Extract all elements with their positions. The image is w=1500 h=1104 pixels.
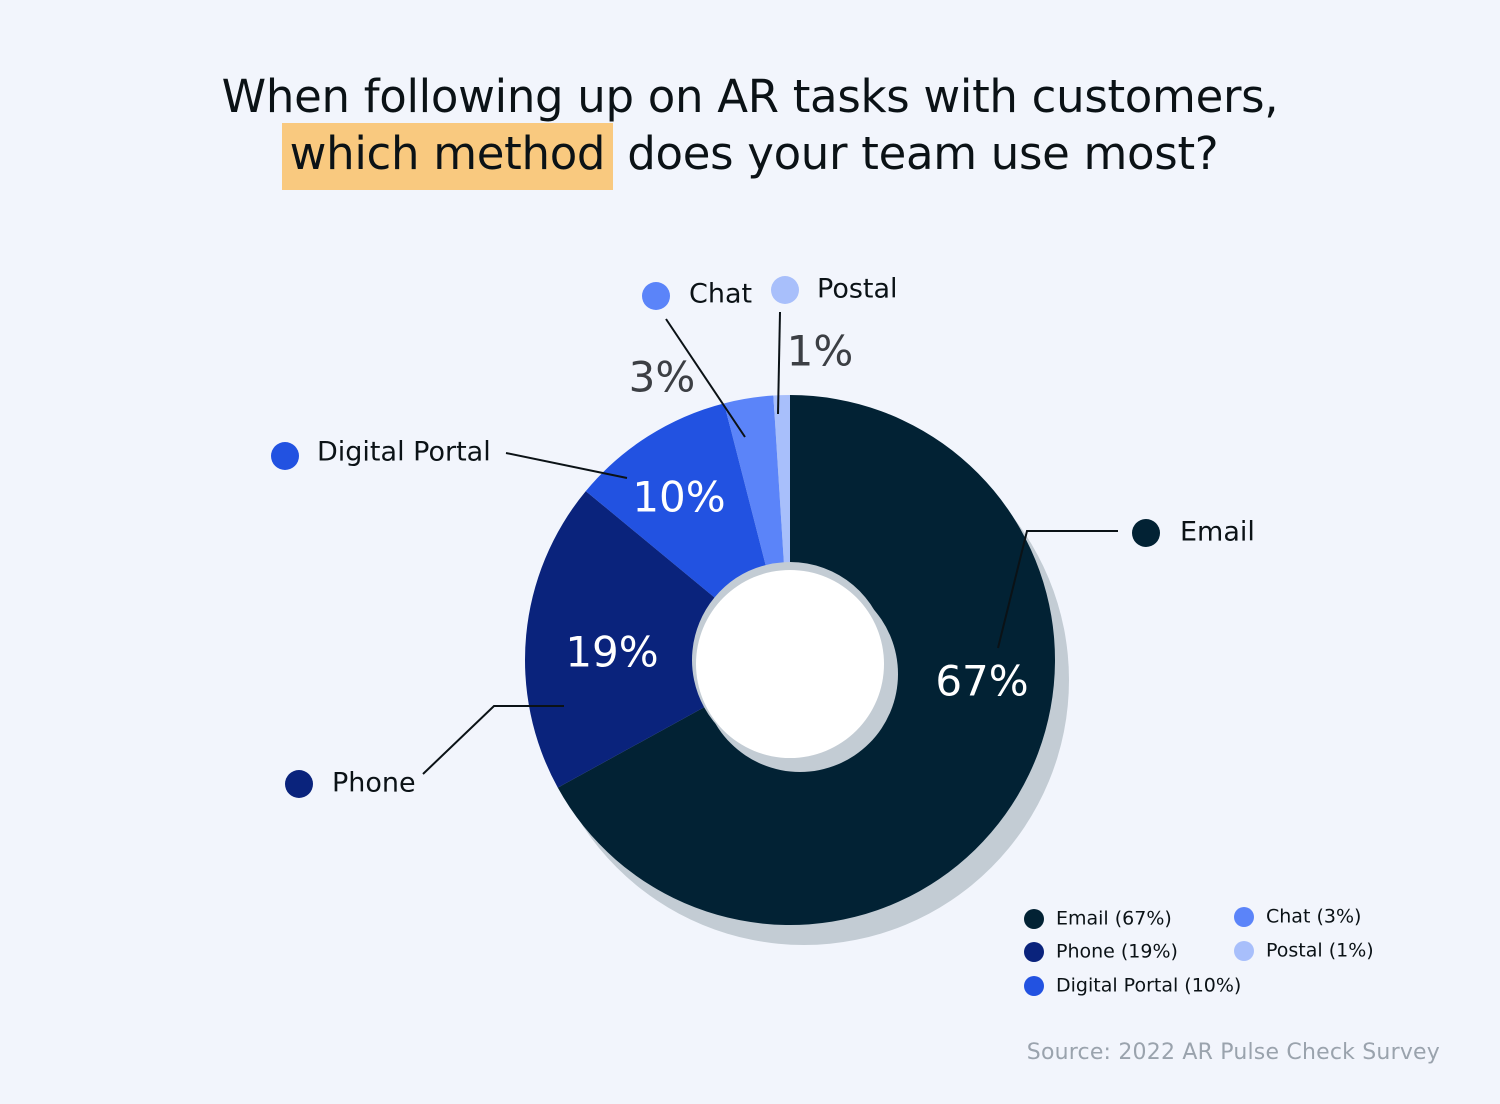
leader-line-chat — [665, 318, 746, 438]
callout-dot-postal — [771, 276, 799, 304]
value-label-phone: 19% — [565, 628, 658, 677]
chart-title: When following up on AR tasks with custo… — [0, 68, 1500, 190]
legend-label-digital-portal: Digital Portal (10%) — [1056, 975, 1241, 997]
callout-label-phone: Phone — [332, 768, 416, 799]
legend-label-phone: Phone (19%) — [1056, 941, 1178, 963]
slice-labels: 67% 19% 10% 3% 1% Email Phone Digital Portal Cha… — [271, 274, 1255, 799]
slice-chat — [724, 395, 784, 566]
legend-swatch-digital-portal — [1024, 976, 1044, 996]
callout-dot-chat — [642, 282, 670, 310]
donut-slices — [525, 395, 1055, 925]
slice-digital-portal — [585, 403, 766, 598]
callout-dot-email — [1132, 519, 1160, 547]
slice-email — [557, 395, 1055, 925]
value-label-chat: 3% — [629, 353, 696, 402]
callout-label-digital-portal: Digital Portal — [317, 437, 491, 468]
legend-label-postal: Postal (1%) — [1266, 940, 1374, 962]
callout-dot-phone — [285, 770, 313, 798]
callout-label-chat: Chat — [689, 279, 752, 310]
slice-postal — [773, 395, 790, 563]
leader-line-phone — [422, 705, 564, 775]
callout-dot-digital-portal — [271, 442, 299, 470]
legend-swatch-chat — [1234, 907, 1254, 927]
donut-hole — [696, 570, 884, 758]
legend-swatch-phone — [1024, 942, 1044, 962]
title-line-2-rest: does your team use most? — [613, 127, 1219, 180]
title-line-1: When following up on AR tasks with custo… — [221, 70, 1279, 123]
legend-label-chat: Chat (3%) — [1266, 906, 1361, 928]
leader-line-postal — [777, 311, 781, 415]
title-highlight: which method — [281, 123, 614, 190]
value-label-email: 67% — [935, 657, 1028, 706]
leader-line-email — [997, 530, 1118, 649]
callout-label-email: Email — [1180, 517, 1255, 548]
legend-swatch-postal — [1234, 941, 1254, 961]
source-note: Source: 2022 AR Pulse Check Survey — [1026, 1040, 1440, 1065]
legend-label-email: Email (67%) — [1056, 908, 1172, 930]
leader-line-digital-portal — [505, 452, 628, 479]
callout-label-postal: Postal — [817, 274, 898, 305]
value-label-digital-portal: 10% — [632, 473, 725, 522]
slice-phone — [525, 491, 715, 788]
leader-lines — [422, 311, 1118, 775]
value-label-postal: 1% — [787, 327, 854, 376]
legend-swatch-email — [1024, 909, 1044, 929]
legend: Email (67%) Phone (19%) Digital Portal (10… — [1024, 906, 1374, 997]
